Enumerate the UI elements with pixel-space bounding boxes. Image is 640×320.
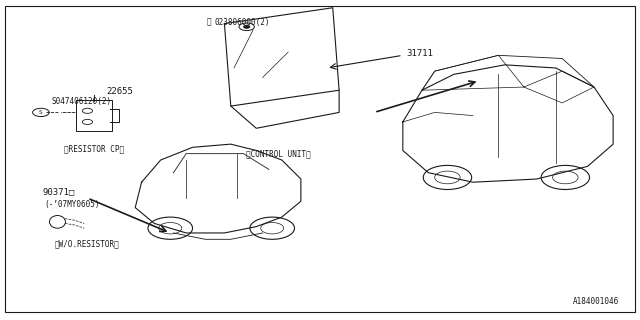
Text: 22655: 22655 (106, 87, 133, 96)
Text: 023806000(2): 023806000(2) (215, 18, 270, 27)
Circle shape (244, 25, 250, 28)
Text: Ⓝ: Ⓝ (207, 18, 212, 27)
Text: S: S (39, 110, 43, 115)
Text: 〈RESISTOR CP〉: 〈RESISTOR CP〉 (64, 144, 124, 153)
Text: 〈CONTROL UNIT〉: 〈CONTROL UNIT〉 (246, 149, 311, 158)
Text: 〈W/O.RESISTOR〉: 〈W/O.RESISTOR〉 (55, 240, 120, 249)
Text: 31711: 31711 (406, 49, 433, 58)
Text: A184001046: A184001046 (573, 297, 620, 306)
Text: (-’07MY0605): (-’07MY0605) (45, 200, 100, 209)
Text: 90371□: 90371□ (43, 187, 75, 196)
Text: S047406120(2): S047406120(2) (51, 97, 111, 106)
